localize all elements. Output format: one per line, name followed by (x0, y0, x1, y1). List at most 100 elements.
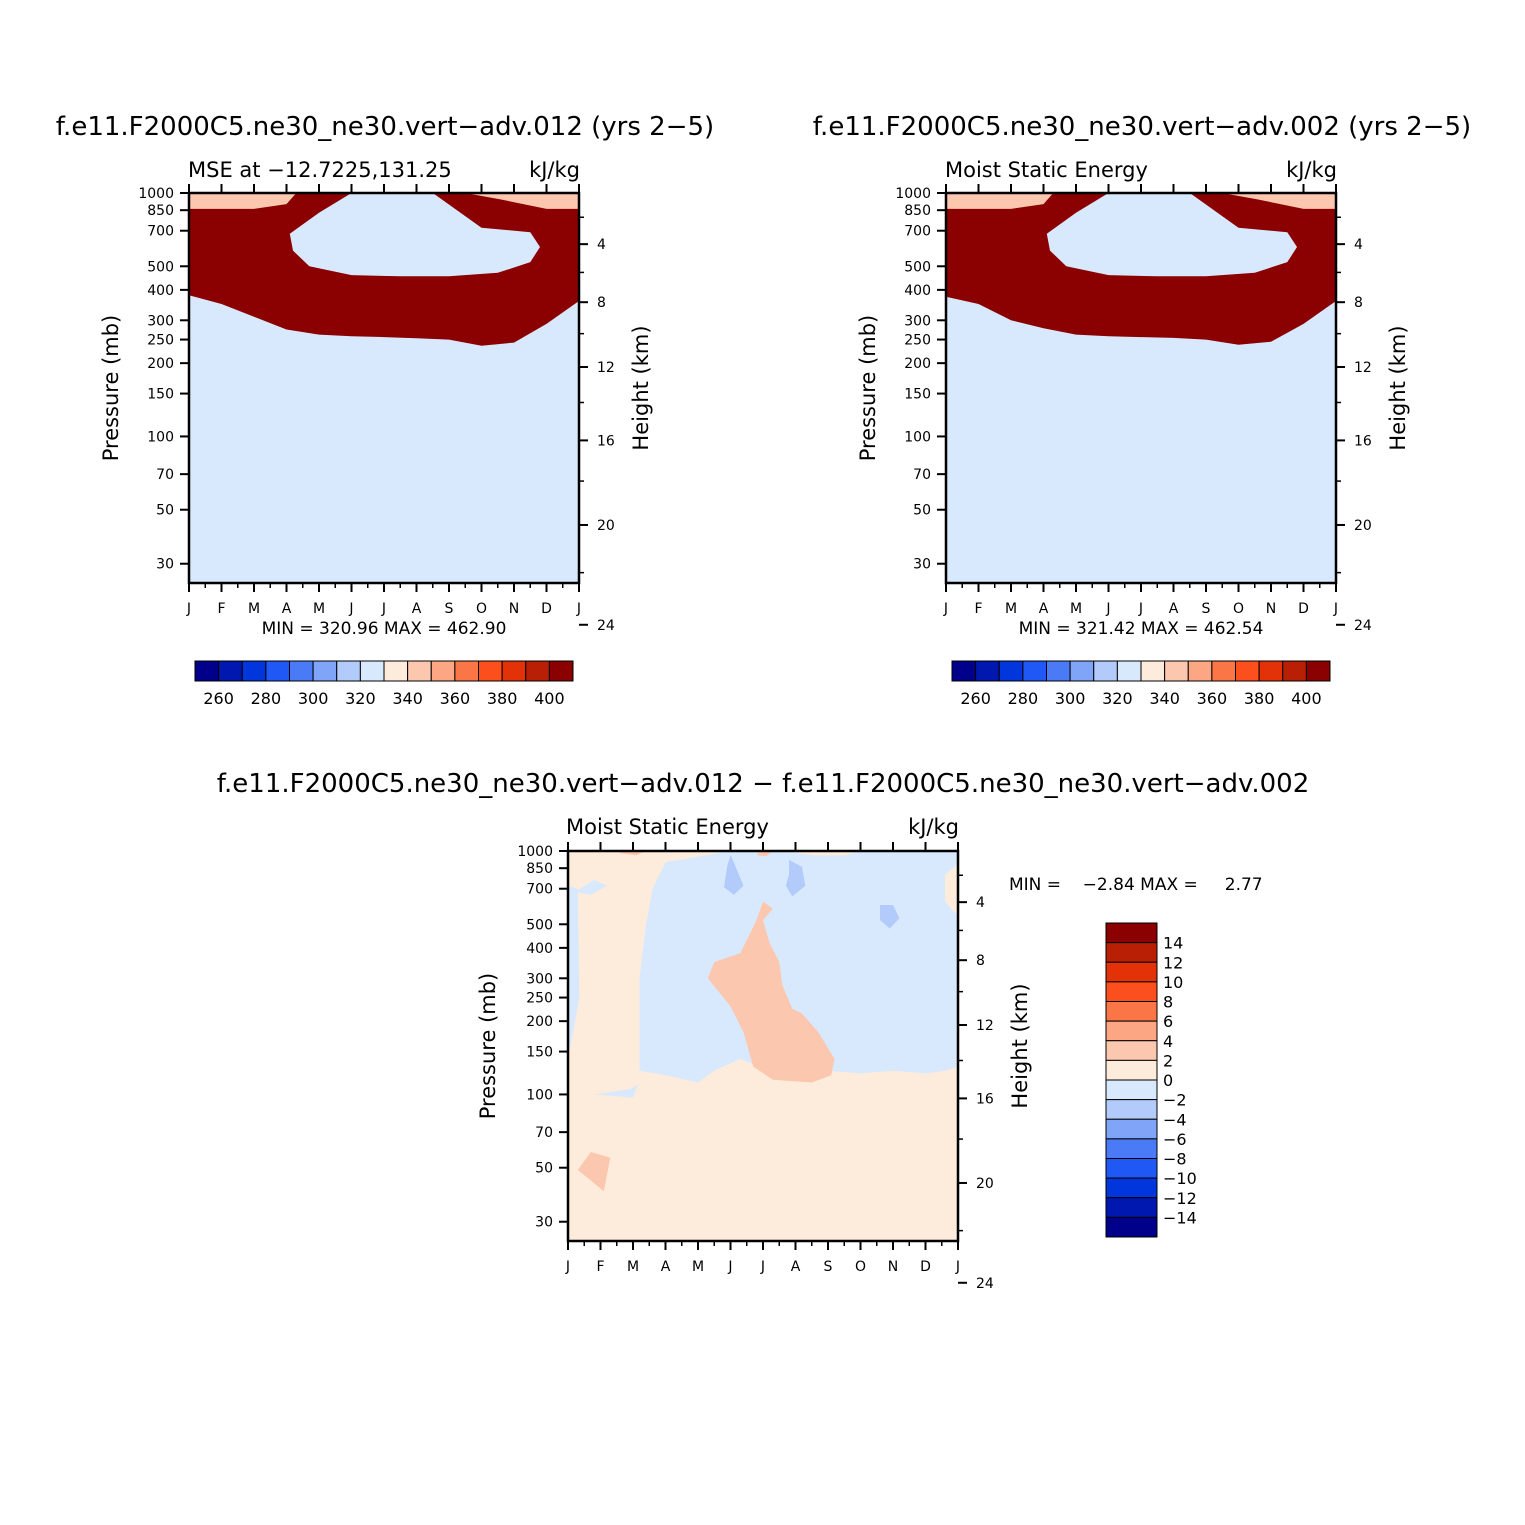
y-axis-label-left: Pressure (mb) (476, 973, 500, 1120)
colorbar-label: 380 (487, 689, 518, 708)
x-tick-label: J (381, 601, 386, 617)
colorbar-box (336, 660, 361, 682)
colorbar-box (1164, 660, 1189, 682)
contour-band-340-surface (465, 193, 579, 209)
colorbar-box (1069, 660, 1095, 682)
y2-tick-label: 16 (1354, 433, 1372, 449)
y2-tick-label: 4 (1354, 237, 1363, 253)
y-axis-label-right: Height (km) (1008, 983, 1032, 1108)
colorbar-box (1105, 1118, 1158, 1140)
colorbar-box (1046, 660, 1071, 682)
y-tick-label: 200 (904, 356, 931, 372)
colorbar-box (478, 660, 503, 682)
x-tick-label: M (692, 1259, 704, 1275)
colorbar-box (1235, 660, 1260, 682)
colorbar-label: −8 (1163, 1150, 1187, 1169)
colorbar-box (218, 660, 243, 682)
colorbar-label: 340 (1149, 689, 1180, 708)
min-max-text: MIN = 320.96 MAX = 462.90 (262, 619, 507, 639)
colorbar-label: 380 (1244, 689, 1275, 708)
colorbar-label: 360 (440, 689, 471, 708)
x-tick-label: N (509, 601, 519, 617)
colorbar-label: 10 (1163, 973, 1183, 992)
contour-band-neg4 (724, 855, 744, 895)
colorbar-box (975, 660, 1000, 682)
y2-tick-label: 16 (976, 1091, 994, 1107)
min-max-text: MIN = −2.84 MAX = 2.77 (1009, 875, 1263, 895)
y2-tick-label: 24 (1354, 618, 1372, 634)
y-tick-label: 300 (904, 313, 931, 329)
x-tick-label: J (760, 1259, 765, 1275)
y2-tick-label: 24 (976, 1276, 994, 1292)
y2-tick-label: 8 (1354, 295, 1363, 311)
x-tick-label: J (186, 601, 191, 617)
colorbar-box (1105, 1177, 1158, 1199)
colorbar-box (525, 660, 550, 682)
y-tick-label: 30 (156, 557, 174, 573)
colorbar-label: 260 (960, 689, 991, 708)
y-tick-label: 70 (913, 467, 931, 483)
x-tick-label: D (1298, 601, 1309, 617)
y2-tick-label: 16 (597, 433, 615, 449)
y-tick-label: 50 (535, 1161, 553, 1177)
panel-difference: f.e11.F2000C5.ne30_ne30.vert−adv.012 − f… (217, 769, 1309, 1292)
colorbar-label: 400 (1291, 689, 1322, 708)
x-tick-label: A (791, 1259, 801, 1275)
x-tick-label: J (955, 1259, 960, 1275)
contour-band-neg2 (574, 880, 607, 895)
colorbar-box (1105, 1059, 1158, 1081)
x-tick-label: S (824, 1259, 833, 1275)
colorbar-label: −4 (1163, 1110, 1187, 1129)
y-axis-label-right: Height (km) (629, 325, 653, 450)
colorbar-box (194, 660, 220, 682)
y-tick-label: 500 (147, 259, 174, 275)
colorbar-box (548, 660, 574, 682)
contour-plot: J F M A M J J A S O N D J 30 50 70 100 150 200 250 300 400 500… (138, 184, 615, 634)
colorbar-box (1105, 922, 1158, 944)
y-tick-label: 300 (526, 971, 553, 987)
x-tick-label: A (412, 601, 422, 617)
contour-fills (189, 193, 579, 583)
contour-band-310 (1046, 193, 1297, 277)
y-tick-label: 500 (904, 259, 931, 275)
y-axis-label-left: Pressure (mb) (99, 315, 123, 462)
colorbar-horizontal: 260 280 300 320 340 360 380 400 (194, 660, 574, 708)
colorbar-box (383, 660, 409, 682)
y2-tick-label: 20 (976, 1176, 994, 1192)
colorbar-label: 340 (392, 689, 423, 708)
colorbar-label: 360 (1197, 689, 1228, 708)
y-tick-label: 30 (535, 1215, 553, 1231)
colorbar-box (1211, 660, 1236, 682)
colorbar-box (1105, 1099, 1158, 1120)
colorbar-box (359, 660, 385, 682)
contour-band-340-surface (1222, 193, 1336, 209)
y-tick-label: 30 (913, 557, 931, 573)
colorbar-box (241, 660, 267, 682)
colorbar-box (1258, 660, 1284, 682)
colorbar-box (454, 660, 479, 682)
colorbar-box (1105, 961, 1158, 983)
y-tick-label: 300 (147, 313, 174, 329)
panel-left-string: Moist Static Energy (945, 158, 1148, 182)
contour-band-320 (189, 295, 579, 583)
colorbar-label: −2 (1163, 1091, 1187, 1110)
contour-fills (946, 193, 1336, 583)
y2-tick-label: 8 (597, 295, 606, 311)
colorbar-label: 4 (1163, 1032, 1173, 1051)
x-tick-label: O (1233, 601, 1244, 617)
y2-tick-label: 4 (597, 237, 606, 253)
colorbar-label: 0 (1163, 1071, 1173, 1090)
colorbar-box (312, 660, 338, 682)
y2-tick-label: 12 (976, 1018, 994, 1034)
contour-band-2 (707, 901, 835, 1083)
colorbar-label: −6 (1163, 1130, 1187, 1149)
y2-tick-label: 24 (597, 618, 615, 634)
colorbar-box (1105, 942, 1158, 963)
panel-case-012: f.e11.F2000C5.ne30_ne30.vert−adv.012 (yr… (56, 112, 714, 708)
panel-left-string: Moist Static Energy (566, 815, 769, 839)
x-tick-label: D (541, 601, 552, 617)
panel-title: f.e11.F2000C5.ne30_ne30.vert−adv.012 − f… (217, 769, 1309, 799)
y-tick-label: 1000 (138, 186, 174, 202)
